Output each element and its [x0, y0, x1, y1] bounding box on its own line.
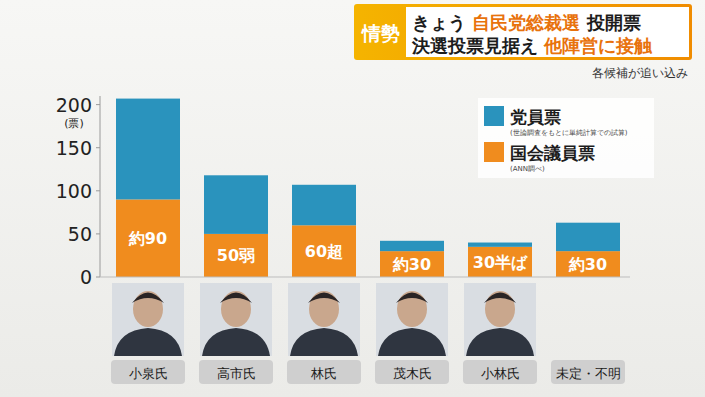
portrait-body — [290, 328, 358, 356]
header-frame — [354, 4, 692, 60]
category-label: 小泉氏 — [129, 366, 168, 381]
category-box — [287, 360, 361, 384]
portrait-hair — [220, 293, 252, 304]
portrait-body — [378, 328, 446, 356]
legend-swatch — [484, 106, 504, 126]
portrait-face — [133, 291, 163, 327]
portrait — [288, 283, 360, 356]
y-axis-label: (票) — [64, 117, 84, 130]
category-label: 茂木氏 — [393, 366, 432, 381]
portrait-face — [397, 291, 427, 327]
category-box — [375, 360, 449, 384]
y-tick-label: 150 — [56, 137, 92, 159]
portrait-bg — [288, 283, 360, 356]
legend-label: 国会議員票 — [510, 143, 595, 163]
data-label: 約90 — [128, 229, 167, 248]
portrait-body — [202, 328, 270, 356]
y-axis-line — [100, 96, 101, 277]
portrait-face — [485, 291, 515, 327]
portrait-body — [466, 328, 534, 356]
portrait-bg — [200, 283, 272, 356]
portrait — [376, 283, 448, 356]
data-label: 50弱 — [217, 246, 255, 265]
portrait-bg — [112, 283, 184, 356]
category-box — [111, 360, 185, 384]
bar — [292, 185, 356, 226]
y-tick — [96, 147, 100, 148]
legend-label: 党員票 — [509, 107, 561, 127]
headline-part: 決選投票見据え — [411, 35, 538, 56]
data-label: 約30 — [568, 255, 607, 274]
baseline — [100, 277, 630, 278]
portrait — [112, 283, 184, 356]
chart-root: 情勢きょう 自民党総裁選 投開票決選投票見据え 他陣営に接触各候補が追い込み05… — [0, 0, 705, 397]
bar — [468, 247, 532, 277]
category-box — [551, 360, 625, 384]
portrait-bg — [376, 283, 448, 356]
bar — [116, 199, 180, 277]
data-labels: 約90 50弱 60超約30 30半ば 約30 — [128, 229, 607, 274]
y-tick — [96, 233, 100, 234]
bars — [116, 99, 620, 277]
legend-note: (ANN調べ) — [510, 165, 545, 173]
category-label: 小林氏 — [481, 366, 520, 381]
category-box — [199, 360, 273, 384]
portrait-face — [221, 291, 251, 327]
portrait-hair — [396, 293, 428, 304]
y-tick — [96, 190, 100, 191]
headline-part: 自民党総裁選 — [466, 12, 580, 33]
bar — [116, 99, 180, 200]
portrait-face — [309, 291, 339, 327]
data-label: 30半ば — [473, 253, 528, 272]
legend-swatch — [484, 142, 504, 162]
bar — [556, 223, 620, 251]
headline: 決選投票見据え 他陣営に接触 — [411, 35, 653, 56]
portrait-hair — [308, 293, 340, 304]
portrait — [200, 283, 272, 356]
data-label: 約30 — [392, 255, 431, 274]
headline-part: きょう — [412, 12, 466, 33]
portrait-body — [114, 328, 182, 356]
header-body — [406, 7, 689, 57]
bar — [292, 225, 356, 277]
portrait-hair — [484, 293, 516, 304]
portrait-bg — [464, 283, 536, 356]
data-label: 60超 — [305, 242, 343, 261]
headline-part: 投開票 — [580, 12, 640, 33]
background — [0, 0, 705, 397]
bar — [204, 234, 268, 277]
y-tick-label: 200 — [56, 94, 92, 116]
headline-part: 他陣営に接触 — [538, 35, 653, 56]
portrait — [464, 283, 536, 356]
legend-note: (世論調査をもとに単純計算での試算) — [510, 129, 628, 137]
bar — [380, 251, 444, 277]
legend-box — [478, 98, 654, 178]
bar — [468, 243, 532, 247]
badge: 情勢 — [361, 22, 400, 44]
y-tick-label: 0 — [80, 266, 92, 288]
category-label: 未定・不明 — [556, 366, 621, 381]
y-tick-label: 100 — [56, 180, 92, 202]
chart: 情勢きょう 自民党総裁選 投開票決選投票見据え 他陣営に接触各候補が追い込み05… — [0, 0, 705, 397]
y-tick — [96, 104, 100, 105]
category-label: 高市氏 — [217, 366, 256, 381]
y-tick — [96, 277, 100, 278]
portrait-hair — [132, 293, 164, 304]
bar — [556, 251, 620, 277]
y-tick-label: 50 — [68, 223, 92, 245]
bar — [380, 241, 444, 251]
legend: 党員票 (世論調査をもとに単純計算での試算) 国会議員票 (ANN調べ) — [478, 98, 654, 178]
caption: 各候補が追い込み — [592, 66, 688, 80]
bar — [204, 175, 268, 234]
category-box — [463, 360, 537, 384]
category-label: 林氏 — [310, 366, 337, 381]
headline: きょう 自民党総裁選 投開票 — [412, 12, 641, 33]
